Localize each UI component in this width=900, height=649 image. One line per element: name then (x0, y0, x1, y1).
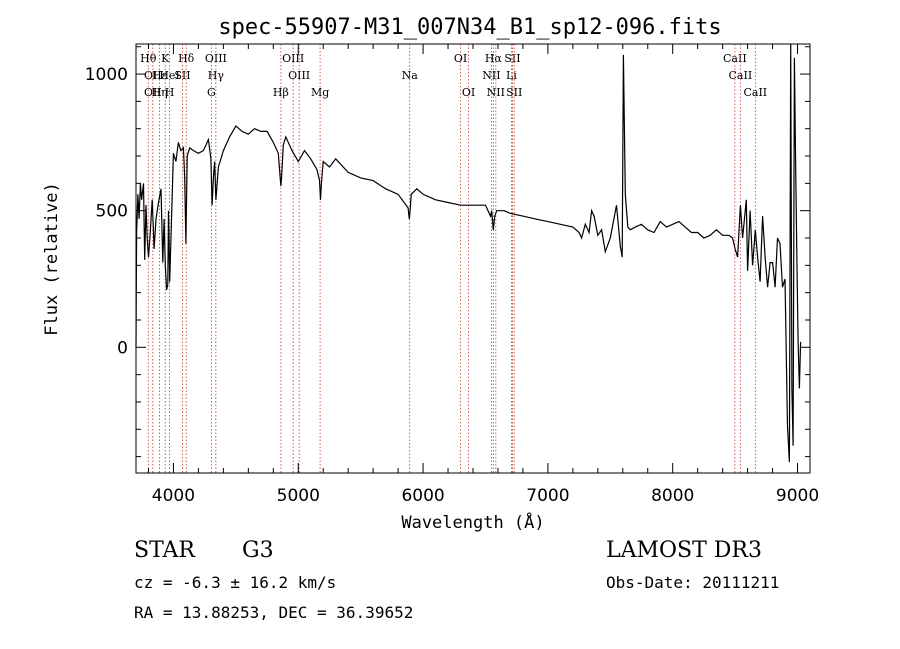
line-label: CaII (729, 69, 753, 82)
line-label: CaII (723, 52, 747, 65)
x-tick-label: 8000 (651, 486, 694, 506)
line-label: K (161, 52, 170, 65)
line-label: Hα (485, 52, 503, 65)
chart-title: spec-55907-M31_007N34_B1_sp12-096.fits (218, 15, 721, 40)
y-tick-label: 1000 (85, 65, 128, 85)
line-label: SII (506, 86, 522, 99)
line-label: OII (144, 86, 162, 99)
x-tick-label: 5000 (277, 486, 320, 506)
line-label: SII (504, 52, 520, 65)
line-label: H (165, 86, 175, 99)
y-tick-label: 0 (117, 338, 128, 358)
line-label: OIII (282, 52, 304, 65)
x-tick-label: 6000 (401, 486, 444, 506)
y-tick-label: 500 (96, 202, 128, 222)
coordinates: RA = 13.88253, DEC = 36.39652 (134, 603, 414, 622)
line-label: NII (482, 69, 500, 82)
x-tick-label: 4000 (152, 486, 195, 506)
line-markers: HθOIIOIIHεHηKHeIHSIIHδGOIIIHγHβOIIIOIIIM… (140, 44, 767, 473)
line-label: Mg (311, 86, 329, 99)
line-label: NII (487, 86, 505, 99)
line-label: Li (506, 69, 517, 82)
line-label: Hη (151, 86, 167, 99)
redshift-text: cz = -6.3 ± 16.2 km/s (134, 573, 337, 592)
obs-date: Obs-Date: 20111211 (606, 573, 780, 592)
axis-ticks: 4000 5000 6000 7000 8000 9000 0 500 1000 (85, 44, 819, 506)
line-label: Hε (152, 69, 168, 82)
object-class: STAR (134, 538, 195, 563)
spectrum-line (135, 43, 802, 463)
x-axis-label: Wavelength (Å) (401, 511, 544, 533)
x-tick-label: 7000 (526, 486, 569, 506)
line-label: G (207, 86, 216, 99)
line-label: Hθ (140, 52, 157, 65)
line-label: OIII (288, 69, 310, 82)
line-label: OII (144, 69, 162, 82)
line-label: OIII (205, 52, 227, 65)
line-label: HeI (159, 69, 179, 82)
plot-frame (135, 43, 811, 474)
survey-name: LAMOST DR3 (606, 538, 762, 563)
y-axis-label: Flux (relative) (42, 182, 62, 336)
line-label: OI (454, 52, 467, 65)
line-label: OI (462, 86, 475, 99)
line-label: Hδ (178, 52, 195, 65)
line-label: Na (402, 69, 419, 82)
line-label: SII (174, 69, 190, 82)
line-label: Hβ (273, 86, 289, 99)
line-label: CaII (743, 86, 767, 99)
x-tick-label: 9000 (776, 486, 819, 506)
object-subclass: G3 (242, 538, 274, 563)
line-label: Hγ (208, 69, 225, 82)
